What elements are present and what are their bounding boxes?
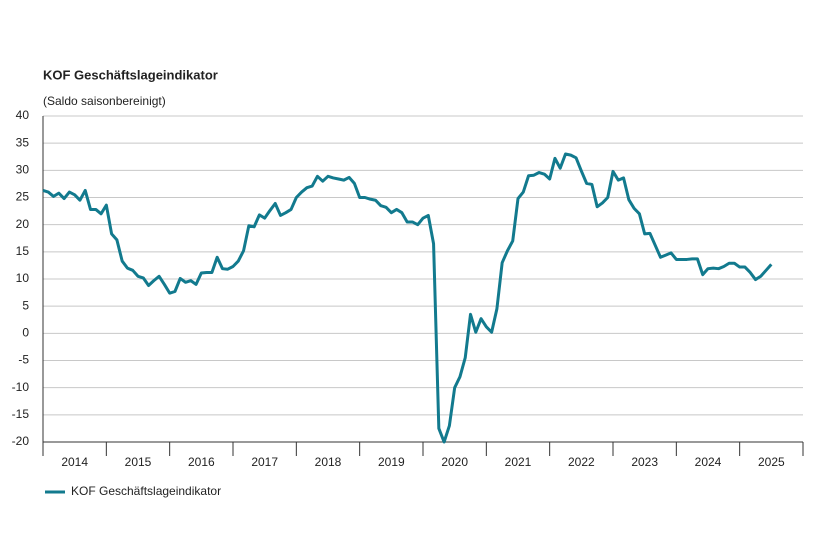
y-tick-label: -15 [12,407,30,421]
y-tick-label: 0 [22,326,29,340]
y-tick-label: -10 [12,380,30,394]
x-tick-label: 2025 [758,455,785,469]
x-tick-label: 2021 [505,455,532,469]
x-tick-label: 2017 [251,455,278,469]
y-tick-label: 40 [16,108,30,122]
legend-label: KOF Geschäftslageindikator [71,484,221,498]
y-tick-label: -20 [12,434,30,448]
data-line [42,152,773,444]
chart-subtitle: (Saldo saisonbereinigt) [43,94,166,108]
x-tick-label: 2014 [61,455,88,469]
y-tick-label: 5 [22,298,29,312]
x-tick-label: 2019 [378,455,405,469]
y-tick-label: 15 [16,244,30,258]
y-tick-label: -5 [18,353,29,367]
y-tick-label: 20 [16,217,30,231]
x-tick-label: 2023 [631,455,658,469]
y-tick-label: 10 [16,271,30,285]
x-tick-label: 2022 [568,455,595,469]
x-tick-label: 2015 [125,455,152,469]
y-tick-label: 35 [16,135,30,149]
y-tick-label: 25 [16,190,30,204]
x-tick-label: 2018 [315,455,342,469]
y-tick-label: 30 [16,163,30,177]
chart-title: KOF Geschäftslageindikator [43,67,218,82]
x-tick-label: 2020 [441,455,468,469]
x-tick-label: 2024 [695,455,722,469]
x-tick-label: 2016 [188,455,215,469]
